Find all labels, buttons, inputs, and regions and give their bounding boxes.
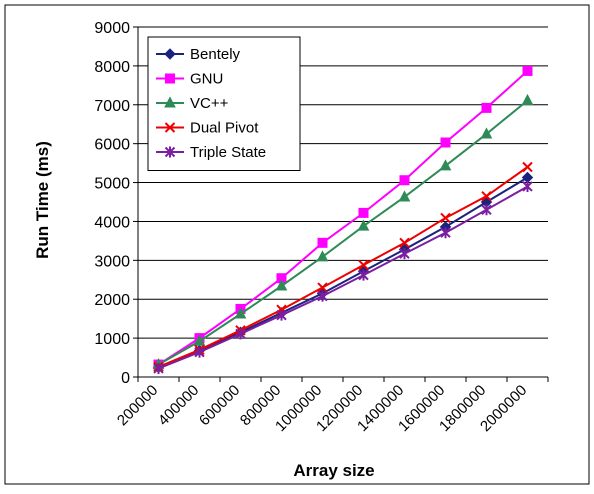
data-point	[440, 212, 451, 224]
legend-item: GNU	[156, 71, 223, 88]
data-point	[522, 180, 533, 192]
y-tick-label: 2000	[94, 292, 130, 309]
data-point	[399, 237, 410, 249]
y-axis-title: Run Time (ms)	[33, 141, 52, 259]
data-point	[439, 159, 452, 171]
data-point	[276, 309, 287, 321]
legend-label: Dual Pivot	[190, 120, 259, 137]
x-axis-title: Array size	[293, 461, 374, 480]
data-point	[317, 290, 328, 302]
series-line	[158, 176, 529, 369]
data-point	[164, 96, 176, 108]
data-point	[194, 346, 205, 358]
data-point	[165, 73, 175, 84]
y-tick-label: 1000	[94, 331, 130, 348]
series	[152, 93, 534, 370]
data-point	[480, 127, 493, 139]
data-point	[357, 219, 370, 231]
data-point	[358, 259, 369, 271]
data-point	[234, 307, 247, 319]
data-point	[399, 175, 410, 186]
legend-item: Bentely	[156, 46, 241, 63]
y-tick-label: 8000	[94, 59, 130, 76]
data-point	[440, 227, 451, 239]
series-line	[158, 166, 529, 368]
series-line	[157, 70, 529, 366]
series	[153, 180, 533, 374]
data-point	[164, 122, 176, 133]
y-tick-label: 3000	[94, 253, 130, 270]
data-point	[481, 190, 492, 202]
legend-item: VC++	[156, 95, 229, 112]
data-point	[316, 250, 329, 262]
y-tick-label: 7000	[94, 98, 130, 115]
data-point	[275, 279, 288, 291]
legend: Bentely GNU VC++ Dual Pivot Triple State	[147, 36, 301, 171]
legend-label: Bentely	[190, 46, 241, 63]
y-tick-label: 4000	[94, 214, 130, 231]
legend-label: Triple State	[190, 144, 266, 161]
series-group	[152, 65, 534, 374]
legend-item: Triple State	[156, 144, 266, 161]
legend-label: GNU	[190, 71, 223, 88]
y-tick-label: 9000	[94, 20, 130, 37]
data-point	[398, 190, 411, 202]
data-point	[399, 248, 410, 260]
y-tick-label: 6000	[94, 137, 130, 154]
data-point	[521, 93, 534, 105]
data-point	[358, 269, 369, 281]
legend-label: VC++	[190, 95, 229, 112]
data-point	[317, 282, 328, 293]
data-point	[440, 137, 451, 148]
series-line	[158, 99, 529, 366]
y-tick-label: 5000	[94, 176, 130, 193]
data-point	[522, 65, 533, 76]
data-point	[317, 237, 328, 248]
data-point	[522, 161, 533, 173]
data-point	[481, 204, 492, 216]
data-point	[481, 102, 492, 113]
data-point	[164, 48, 176, 60]
legend-item: Dual Pivot	[156, 120, 259, 137]
data-point	[153, 362, 164, 374]
data-point	[164, 146, 176, 158]
series-line	[158, 185, 528, 370]
data-point	[193, 334, 206, 346]
data-point	[235, 328, 246, 340]
axis-labels: Array size Run Time (ms)	[33, 141, 375, 480]
y-tick-label: 0	[121, 370, 130, 387]
data-point	[358, 207, 369, 218]
grid	[138, 26, 548, 339]
